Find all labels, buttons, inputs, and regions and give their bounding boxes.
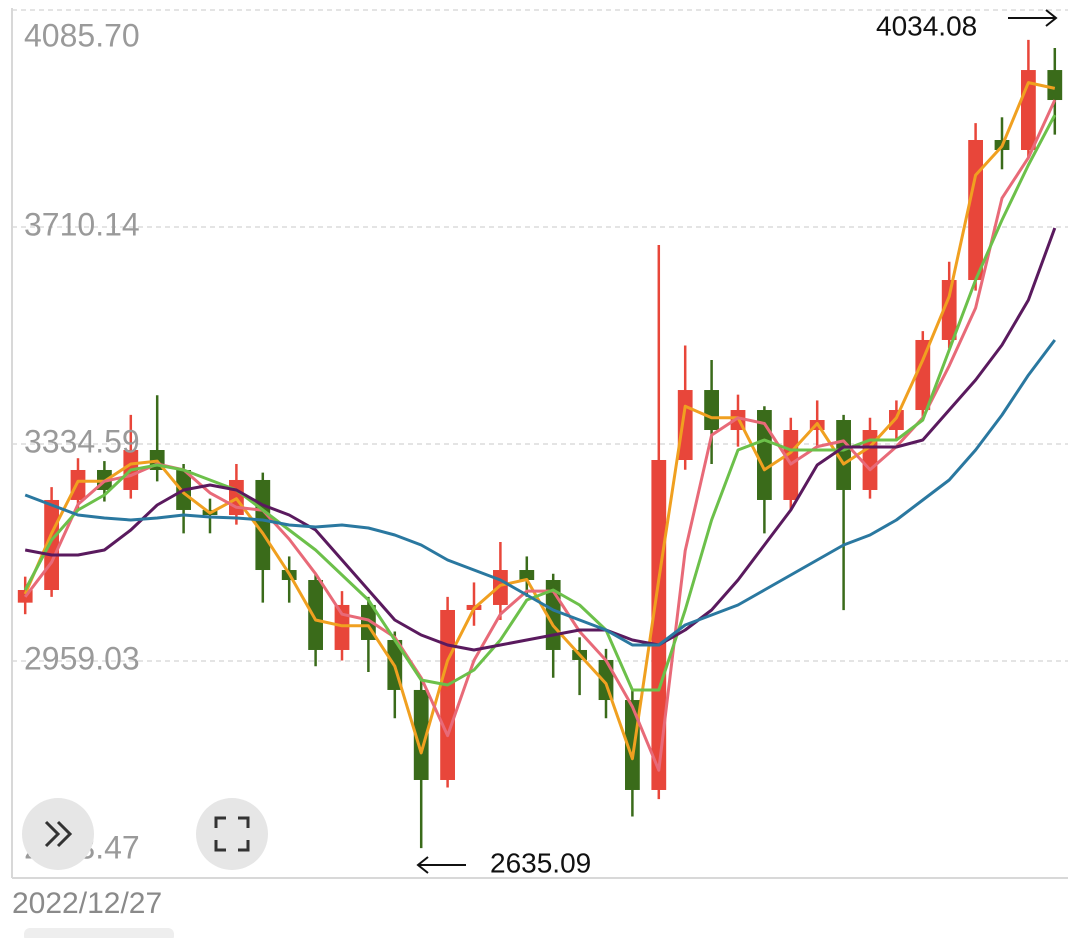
candle-body xyxy=(968,140,983,281)
candle-body xyxy=(1047,70,1063,101)
fullscreen-icon xyxy=(214,816,250,852)
candle-body xyxy=(651,459,667,790)
lines-layer xyxy=(23,81,1057,772)
y-tick-label: 4085.70 xyxy=(24,17,140,53)
moving-average-line xyxy=(24,99,1057,772)
candle-body xyxy=(413,689,429,780)
moving-average-line xyxy=(24,227,1057,652)
candle-body xyxy=(308,580,323,650)
date-label: 2022/12/27 xyxy=(12,887,162,920)
y-tick-label: 3710.14 xyxy=(24,206,140,242)
candle-body xyxy=(704,390,719,431)
candle-body xyxy=(757,410,772,500)
moving-average-line xyxy=(24,339,1056,647)
moving-average-line xyxy=(23,114,1057,692)
tab-bar[interactable] xyxy=(24,928,174,938)
expand-icon xyxy=(44,820,73,848)
candle-body xyxy=(915,339,931,411)
high-annotation: 4034.08 xyxy=(876,10,977,41)
candle-body xyxy=(493,570,508,605)
high-arrow xyxy=(1008,9,1058,27)
y-tick-label: 3334.59 xyxy=(24,423,140,459)
candle-body xyxy=(836,420,851,490)
low-annotation: 2635.09 xyxy=(490,847,591,878)
candle-body xyxy=(862,430,878,490)
candle-body xyxy=(70,469,86,500)
candle-body xyxy=(941,280,957,340)
y-tick-label: 2959.03 xyxy=(24,640,140,676)
candle-body xyxy=(519,570,535,581)
low-arrow xyxy=(416,856,466,874)
fullscreen-button[interactable] xyxy=(196,798,268,870)
candle-body xyxy=(440,609,455,780)
candle-body xyxy=(625,700,640,790)
